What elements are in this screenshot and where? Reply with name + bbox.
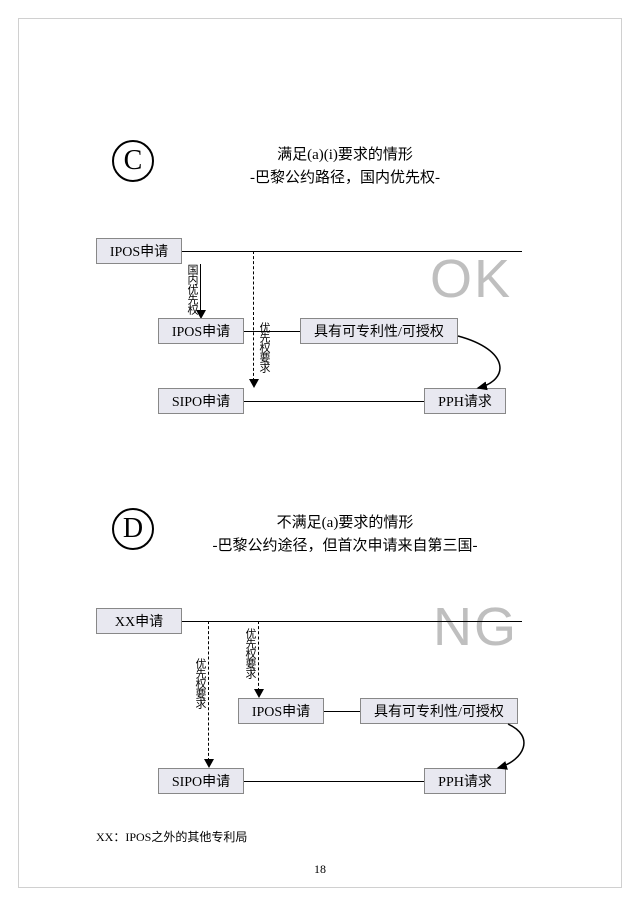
diagram-c: C 满足(a)(i)要求的情形 -巴黎公约路径，国内优先权- OK IPOS申请… (0, 140, 640, 410)
curve-patentable-pph-d (0, 508, 640, 808)
curve-patentable-pph-c (0, 140, 640, 420)
diagram-d: D 不满足(a)要求的情形 -巴黎公约途径，但首次申请来自第三国- NG XX申… (0, 508, 640, 798)
page-number: 18 (0, 862, 640, 877)
footnote: XX：IPOS之外的其他专利局 (96, 828, 247, 845)
